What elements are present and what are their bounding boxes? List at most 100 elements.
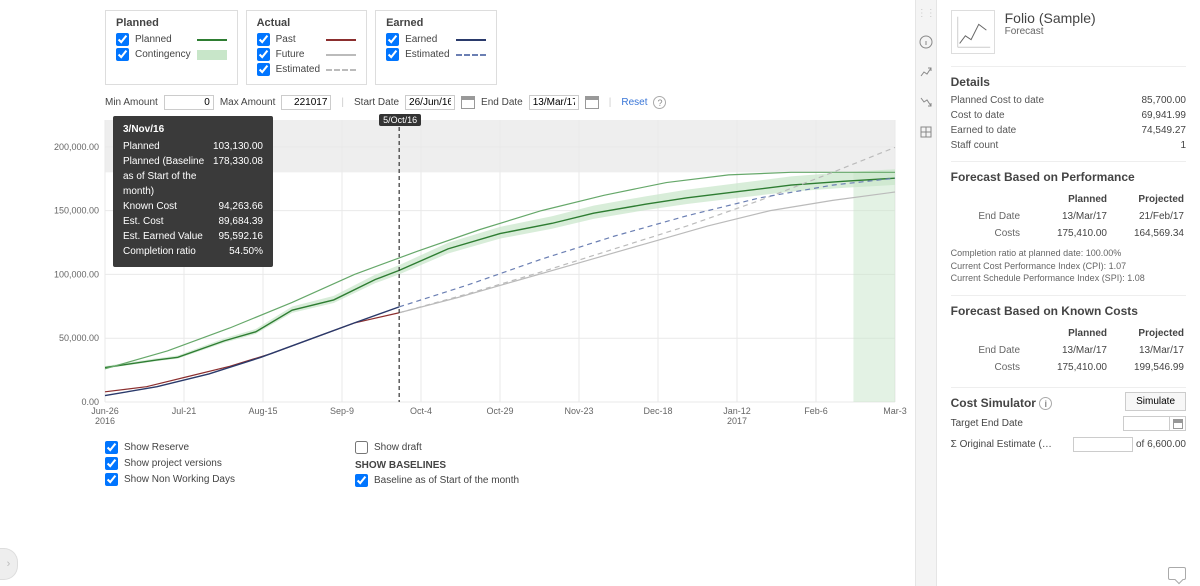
legend-swatch	[456, 54, 486, 56]
forecast-performance-heading: Forecast Based on Performance	[951, 161, 1186, 184]
legend-item: Past	[257, 33, 356, 46]
info-icon[interactable]	[919, 35, 933, 49]
legend-checkbox[interactable]	[386, 48, 399, 61]
option-checkbox[interactable]	[105, 441, 118, 454]
legend-checkbox[interactable]	[257, 48, 270, 61]
svg-text:2016: 2016	[95, 416, 115, 426]
legend-label: Planned	[135, 34, 191, 45]
legend-title: Earned	[386, 17, 485, 29]
svg-text:2017: 2017	[727, 416, 747, 426]
option-label: Show project versions	[124, 458, 222, 469]
row-label: Costs	[953, 360, 1030, 375]
forecast-notes: Completion ratio at planned date: 100.00…	[951, 247, 1186, 285]
chart-down-icon[interactable]	[919, 95, 933, 109]
legend-label: Past	[276, 34, 320, 45]
baselines-heading: SHOW BASELINES	[355, 460, 519, 471]
min-amount-input[interactable]	[164, 95, 214, 110]
original-estimate-input[interactable]	[1073, 437, 1133, 452]
svg-text:Oct-29: Oct-29	[486, 406, 513, 416]
legend-item: Future	[257, 48, 356, 61]
legend-item: Estimated	[257, 63, 356, 76]
legend-label: Earned	[405, 34, 449, 45]
panel-divider[interactable]: ⋮⋮	[915, 0, 937, 586]
svg-text:Jul-21: Jul-21	[172, 406, 197, 416]
cell: 21/Feb/17	[1109, 209, 1184, 224]
svg-text:Feb-6: Feb-6	[804, 406, 828, 416]
detail-key: Staff count	[951, 140, 999, 151]
detail-key: Cost to date	[951, 110, 1005, 121]
col-planned: Planned	[1032, 192, 1107, 207]
date-marker-label: 5/Oct/16	[379, 114, 421, 126]
end-date-input[interactable]	[529, 95, 579, 110]
help-icon[interactable]: i	[1039, 397, 1052, 410]
show-draft-label: Show draft	[374, 442, 422, 453]
legend-checkbox[interactable]	[386, 33, 399, 46]
target-end-date-input[interactable]	[1124, 417, 1169, 430]
baseline-checkbox[interactable]	[355, 474, 368, 487]
svg-text:50,000.00: 50,000.00	[59, 333, 99, 343]
chart-controls: Min Amount Max Amount | Start Date End D…	[105, 95, 905, 110]
simulate-button[interactable]: Simulate	[1125, 392, 1186, 411]
legend-swatch	[197, 50, 227, 60]
chart-wrap: 0.0050,000.00100,000.00150,000.00200,000…	[105, 116, 905, 426]
detail-value: 74,549.27	[1142, 125, 1187, 136]
legend-swatch	[456, 39, 486, 41]
cell: 13/Mar/17	[1032, 209, 1107, 224]
detail-key: Planned Cost to date	[951, 95, 1044, 106]
col-planned: Planned	[1032, 326, 1107, 341]
legend-checkbox[interactable]	[116, 48, 129, 61]
svg-text:Aug-15: Aug-15	[248, 406, 277, 416]
option-label: Show Non Working Days	[124, 474, 235, 485]
svg-text:Jun-26: Jun-26	[91, 406, 119, 416]
legend-swatch	[326, 54, 356, 56]
forecast-known-table: PlannedProjected End Date13/Mar/1713/Mar…	[951, 324, 1186, 377]
detail-value: 1	[1180, 140, 1186, 151]
target-end-date-field[interactable]	[1123, 416, 1186, 431]
svg-text:150,000.00: 150,000.00	[54, 206, 99, 216]
side-panel: Folio (Sample) Forecast Details Planned …	[937, 0, 1200, 586]
option-checkbox[interactable]	[105, 473, 118, 486]
baseline-label: Baseline as of Start of the month	[374, 475, 519, 486]
folio-title: Folio (Sample)	[1005, 10, 1096, 26]
calendar-icon[interactable]	[461, 96, 475, 109]
option-label: Show Reserve	[124, 442, 189, 453]
detail-value: 85,700.00	[1142, 95, 1187, 106]
detail-key: Earned to date	[951, 125, 1017, 136]
folio-subtitle: Forecast	[1005, 26, 1096, 37]
legend-title: Planned	[116, 17, 227, 29]
start-date-input[interactable]	[405, 95, 455, 110]
legend-item: Estimated	[386, 48, 485, 61]
cell: 199,546.99	[1109, 360, 1184, 375]
legend-checkbox[interactable]	[257, 33, 270, 46]
max-amount-input[interactable]	[281, 95, 331, 110]
calendar-icon[interactable]	[1173, 419, 1183, 429]
feedback-icon[interactable]	[1168, 567, 1186, 580]
grid-icon[interactable]	[919, 125, 933, 139]
end-date-label: End Date	[481, 97, 523, 108]
original-estimate-of: of 6,600.00	[1136, 439, 1186, 450]
legend-label: Estimated	[276, 64, 320, 75]
forecast-known-heading: Forecast Based on Known Costs	[951, 295, 1186, 318]
cell: 164,569.34	[1109, 226, 1184, 241]
cell: 13/Mar/17	[1109, 343, 1184, 358]
svg-text:Dec-18: Dec-18	[643, 406, 672, 416]
help-icon[interactable]: ?	[653, 96, 666, 109]
show-draft-checkbox[interactable]	[355, 441, 368, 454]
chart-up-icon[interactable]	[919, 65, 933, 79]
legend-row: Planned PlannedContingency Actual PastFu…	[105, 10, 905, 85]
legend-checkbox[interactable]	[257, 63, 270, 76]
svg-text:200,000.00: 200,000.00	[54, 142, 99, 152]
reset-button[interactable]: Reset	[621, 97, 647, 108]
cell: 175,410.00	[1032, 226, 1107, 241]
legend-checkbox[interactable]	[116, 33, 129, 46]
legend-item: Contingency	[116, 48, 227, 61]
option-checkbox[interactable]	[105, 457, 118, 470]
svg-text:100,000.00: 100,000.00	[54, 269, 99, 279]
svg-text:Mar-3: Mar-3	[883, 406, 907, 416]
chart-options: Show Reserve Show project versions Show No…	[105, 438, 905, 490]
calendar-icon[interactable]	[585, 96, 599, 109]
row-label: Costs	[953, 226, 1030, 241]
details-heading: Details	[951, 66, 1186, 89]
cell: 13/Mar/17	[1032, 343, 1107, 358]
legend-swatch	[326, 39, 356, 41]
